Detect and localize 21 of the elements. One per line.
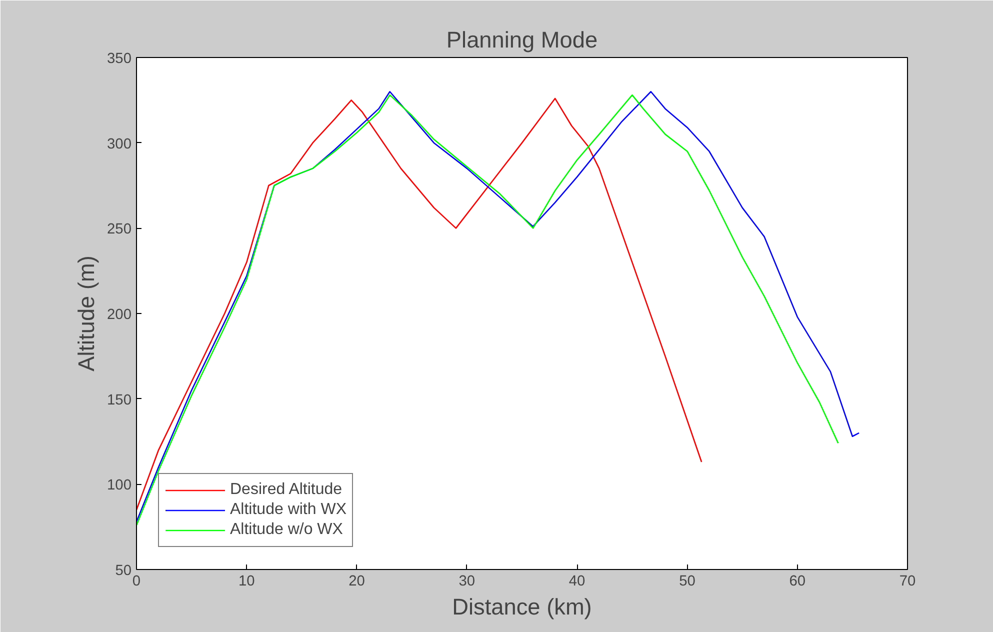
y-tick-label: 150 bbox=[107, 392, 132, 408]
x-tick-label: 30 bbox=[458, 574, 476, 590]
y-tick-label: 50 bbox=[115, 563, 132, 579]
chart-title: Planning Mode bbox=[446, 26, 598, 52]
y-tick-label: 300 bbox=[107, 136, 132, 152]
legend-label: Desired Altitude bbox=[230, 481, 342, 499]
x-tick-label: 0 bbox=[132, 574, 141, 590]
x-tick-label: 60 bbox=[789, 574, 806, 590]
legend-label: Altitude with WX bbox=[230, 501, 346, 519]
legend-label: Altitude w/o WX bbox=[230, 521, 343, 539]
x-tick-label: 50 bbox=[679, 574, 696, 590]
x-tick-label: 20 bbox=[348, 574, 365, 590]
y-tick-label: 350 bbox=[107, 51, 132, 67]
y-axis-title: Altitude (m) bbox=[73, 256, 100, 372]
x-tick-label: 40 bbox=[568, 574, 586, 590]
y-tick-label: 100 bbox=[107, 478, 132, 494]
x-tick-label: 70 bbox=[899, 574, 916, 590]
x-tick-label: 10 bbox=[238, 574, 255, 590]
y-tick-label: 200 bbox=[107, 307, 132, 323]
x-axis-title: Distance (km) bbox=[452, 594, 592, 620]
y-tick-label: 250 bbox=[107, 222, 132, 238]
